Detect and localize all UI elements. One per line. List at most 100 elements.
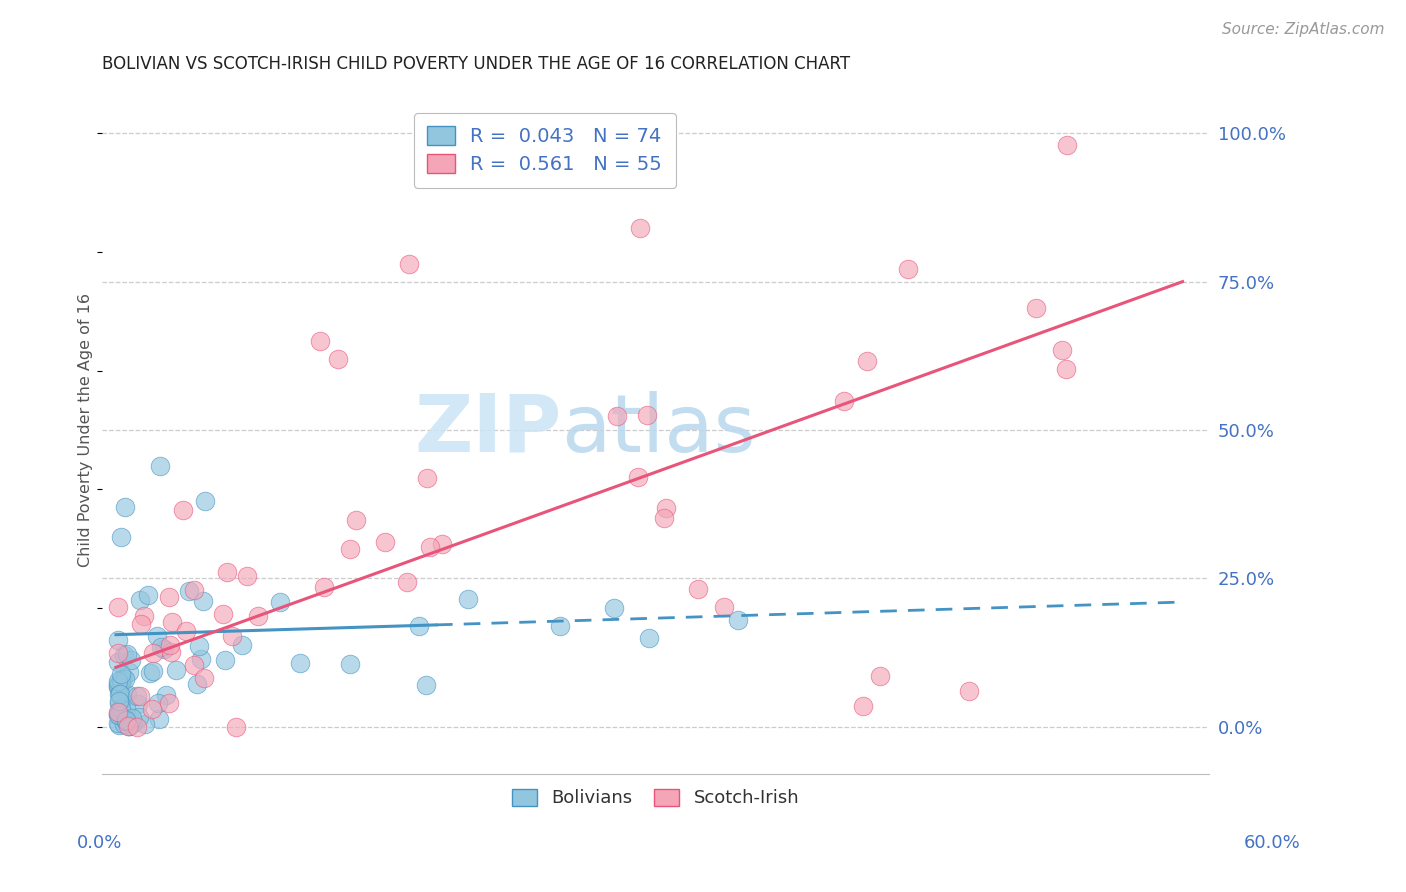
- Point: [344, 513, 367, 527]
- Point: [149, 458, 172, 473]
- Point: [150, 640, 173, 655]
- Point: [957, 684, 980, 698]
- Point: [115, 701, 138, 715]
- Point: [419, 541, 441, 555]
- Point: [111, 693, 134, 707]
- Point: [269, 595, 291, 609]
- Point: [897, 262, 920, 277]
- Text: 0.0%: 0.0%: [77, 834, 122, 852]
- Point: [655, 501, 678, 516]
- Point: [120, 653, 142, 667]
- Point: [129, 617, 152, 632]
- Legend: Bolivians, Scotch-Irish: Bolivians, Scotch-Irish: [505, 781, 807, 814]
- Point: [108, 694, 131, 708]
- Point: [214, 653, 236, 667]
- Point: [398, 257, 420, 271]
- Point: [652, 511, 675, 525]
- Point: [246, 608, 269, 623]
- Point: [114, 500, 136, 515]
- Point: [129, 593, 152, 607]
- Point: [148, 713, 170, 727]
- Point: [231, 638, 253, 652]
- Point: [339, 657, 361, 672]
- Point: [457, 591, 479, 606]
- Point: [188, 640, 211, 654]
- Text: Source: ZipAtlas.com: Source: ZipAtlas.com: [1222, 22, 1385, 37]
- Point: [110, 673, 132, 687]
- Point: [118, 715, 141, 730]
- Point: [110, 687, 132, 701]
- Point: [115, 647, 138, 661]
- Point: [134, 609, 156, 624]
- Point: [408, 619, 430, 633]
- Point: [165, 663, 187, 677]
- Point: [1056, 138, 1078, 153]
- Point: [115, 687, 138, 701]
- Point: [118, 718, 141, 732]
- Point: [159, 639, 181, 653]
- Point: [374, 535, 396, 549]
- Point: [107, 599, 129, 614]
- Point: [309, 334, 332, 348]
- Point: [107, 707, 129, 722]
- Point: [851, 698, 873, 713]
- Point: [112, 648, 135, 663]
- Point: [415, 470, 437, 484]
- Point: [148, 697, 170, 711]
- Point: [183, 582, 205, 597]
- Point: [107, 633, 129, 648]
- Point: [1050, 343, 1073, 357]
- Point: [134, 717, 156, 731]
- Point: [160, 615, 183, 629]
- Point: [688, 582, 710, 597]
- Point: [190, 652, 212, 666]
- Point: [157, 696, 180, 710]
- Point: [136, 588, 159, 602]
- Point: [107, 715, 129, 730]
- Point: [430, 537, 453, 551]
- Point: [112, 717, 135, 731]
- Point: [110, 666, 132, 681]
- Point: [636, 409, 658, 423]
- Text: ZIP: ZIP: [415, 391, 561, 469]
- Point: [606, 409, 628, 424]
- Point: [183, 658, 205, 673]
- Point: [108, 696, 131, 710]
- Point: [107, 705, 129, 719]
- Point: [191, 594, 214, 608]
- Point: [118, 665, 141, 679]
- Point: [107, 655, 129, 669]
- Point: [832, 394, 855, 409]
- Point: [117, 719, 139, 733]
- Point: [627, 469, 650, 483]
- Point: [153, 642, 176, 657]
- Point: [107, 680, 129, 694]
- Point: [142, 664, 165, 678]
- Point: [141, 702, 163, 716]
- Point: [236, 569, 259, 583]
- Point: [395, 574, 418, 589]
- Point: [107, 646, 129, 660]
- Point: [110, 530, 132, 544]
- Text: 60.0%: 60.0%: [1244, 834, 1301, 852]
- Point: [1025, 301, 1047, 315]
- Point: [194, 494, 217, 508]
- Point: [108, 706, 131, 721]
- Point: [186, 677, 208, 691]
- Point: [122, 715, 145, 730]
- Point: [121, 711, 143, 725]
- Point: [155, 688, 177, 702]
- Text: atlas: atlas: [561, 391, 755, 469]
- Point: [157, 591, 180, 605]
- Point: [107, 708, 129, 723]
- Point: [127, 698, 149, 712]
- Y-axis label: Child Poverty Under the Age of 16: Child Poverty Under the Age of 16: [79, 293, 93, 567]
- Point: [328, 351, 350, 366]
- Point: [139, 665, 162, 680]
- Point: [110, 702, 132, 716]
- Point: [215, 565, 238, 579]
- Text: BOLIVIAN VS SCOTCH-IRISH CHILD POVERTY UNDER THE AGE OF 16 CORRELATION CHART: BOLIVIAN VS SCOTCH-IRISH CHILD POVERTY U…: [101, 55, 849, 73]
- Point: [114, 714, 136, 728]
- Point: [146, 629, 169, 643]
- Point: [727, 613, 749, 627]
